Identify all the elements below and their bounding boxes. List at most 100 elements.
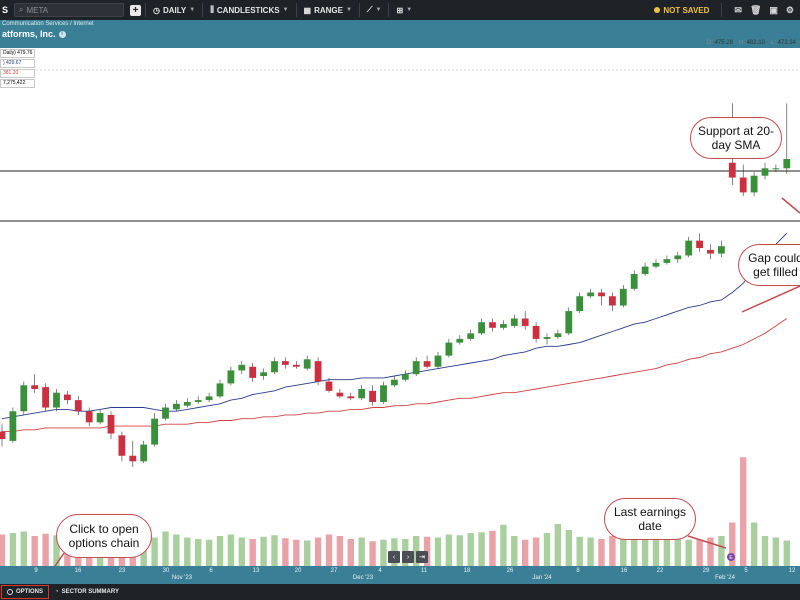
volume-bar — [522, 539, 529, 566]
options-tab-label: OPTIONS — [16, 589, 44, 595]
symbol-search-input[interactable]: ⌕ META — [14, 3, 124, 17]
grid-icon: ⊞ — [396, 5, 404, 15]
candle-body — [412, 361, 420, 375]
volume-bar — [325, 534, 333, 566]
x-tick-label: Feb '24 — [715, 575, 735, 581]
symbol-header: Communication Services / Internet atform… — [0, 20, 800, 48]
candle-body — [205, 396, 213, 401]
volume-bar — [238, 537, 245, 566]
x-tick-label: 13 — [252, 568, 260, 574]
scroll-end-button[interactable]: ⇥ — [416, 551, 428, 563]
candle-body — [53, 392, 60, 408]
candle-body — [576, 296, 584, 312]
layout-dropdown[interactable]: ⊞ ▼ — [393, 6, 415, 15]
volume-bar — [674, 539, 681, 566]
info-icon[interactable]: i — [58, 30, 66, 38]
volume-bar — [467, 533, 474, 566]
volume-bar — [304, 540, 311, 566]
candle-body — [696, 240, 703, 249]
volume-bar — [282, 538, 289, 566]
x-axis[interactable]: 9 16 23 30 Nov '23 6 13 20 27 Dec '23 4 11 18 26 Jan '… — [0, 566, 800, 584]
candle-body — [96, 413, 104, 423]
range-dropdown[interactable]: ▦ RANGE ▼ — [301, 6, 355, 15]
legend-sma50[interactable]: 381.20 — [0, 69, 36, 78]
candle-body — [391, 379, 398, 386]
camera-icon[interactable]: ▣ — [769, 4, 778, 15]
earnings-marker-icon — [727, 553, 735, 561]
candle-body — [532, 325, 540, 339]
chart-type-dropdown[interactable]: ⫼ CANDLESTICKS ▼ — [207, 5, 291, 15]
candle-body — [750, 175, 758, 193]
volume-bar — [380, 539, 387, 566]
scroll-left-button[interactable]: ‹ — [388, 551, 400, 563]
candle-body — [772, 168, 780, 170]
bottom-bar: OPTIONS ◔ SECTOR SUMMARY — [0, 584, 800, 600]
volume-bar — [761, 536, 769, 566]
callout-gap: Gap could get filled — [738, 244, 800, 286]
comment-icon[interactable]: ✉ — [734, 4, 742, 15]
volume-bar — [336, 536, 344, 566]
volume-bar — [729, 522, 736, 566]
legend-volume[interactable]: 7,275,422 — [0, 79, 36, 88]
callout-options-text: Click to open options chain — [68, 522, 140, 550]
candle-body — [325, 381, 333, 391]
settings-icon[interactable]: ⚙ — [785, 4, 794, 15]
candle-body — [0, 431, 6, 440]
candle-body — [31, 385, 39, 389]
save-status[interactable]: NOT SAVED — [654, 6, 709, 15]
candle-body — [303, 359, 311, 369]
x-tick-label: 8 — [576, 568, 580, 574]
volume-bar — [195, 539, 202, 566]
pie-icon: ◔ — [55, 589, 59, 595]
callout-support-text: Support at 20-day SMA — [697, 124, 775, 152]
studies-dropdown[interactable]: ⟋ ▼ — [364, 5, 385, 15]
toolbar-divider — [388, 3, 390, 17]
clock-icon: ◷ — [153, 5, 160, 15]
volume-bar — [576, 536, 583, 566]
volume-bar — [42, 533, 49, 566]
candle-body — [369, 390, 376, 402]
trash-icon[interactable]: 🗑 — [749, 4, 762, 15]
volume-bar — [652, 535, 660, 566]
interval-label: DAILY — [162, 5, 187, 15]
x-tick-label: 20 — [294, 568, 302, 574]
sector-summary-tab[interactable]: ◔ SECTOR SUMMARY — [49, 589, 125, 595]
options-tab[interactable]: OPTIONS — [1, 585, 50, 599]
candle-body — [140, 444, 148, 462]
callout-earnings: Last earnings date — [604, 498, 696, 540]
candle-body — [434, 355, 442, 367]
x-tick-label: Dec '23 — [352, 575, 374, 581]
volume-bar — [783, 540, 790, 566]
volume-bar — [260, 536, 267, 566]
legend-sma20[interactable]: ) 429.67 — [0, 59, 36, 68]
volume-bar — [456, 535, 463, 566]
candle-body — [609, 296, 616, 306]
volume-bar — [641, 536, 649, 566]
company-name: atforms, Inc. i — [2, 29, 66, 39]
price-chart[interactable]: E — [0, 48, 800, 566]
chevron-down-icon: ▼ — [345, 7, 352, 13]
logo-fragment: S — [2, 5, 9, 15]
volume-bar — [151, 537, 158, 566]
candle-body — [216, 383, 224, 397]
add-symbol-button[interactable]: + — [130, 4, 141, 16]
candle-body — [151, 418, 158, 445]
candle-body — [173, 403, 180, 410]
interval-dropdown[interactable]: ◷ DAILY ▼ — [150, 6, 198, 15]
x-tick-label: 30 — [162, 568, 170, 574]
ohlc-readout: O: 475.28 H: 482.10 L: 472.34 — [707, 40, 796, 46]
volume-bar — [205, 539, 213, 566]
candle-body — [183, 401, 191, 406]
volume-bar — [249, 539, 256, 566]
x-tick-label: Nov '23 — [171, 575, 193, 581]
candle-body — [107, 414, 115, 434]
candle-body — [358, 388, 366, 399]
candle-body — [467, 333, 475, 339]
scroll-right-button[interactable]: › — [402, 551, 414, 563]
volume-bar — [358, 537, 365, 566]
candle-body — [85, 411, 93, 423]
legend-price[interactable]: Daily) 479.76 — [0, 49, 36, 58]
volume-bar — [31, 536, 38, 566]
toolbar-divider — [202, 3, 204, 17]
callout-gap-pointer — [741, 285, 800, 313]
